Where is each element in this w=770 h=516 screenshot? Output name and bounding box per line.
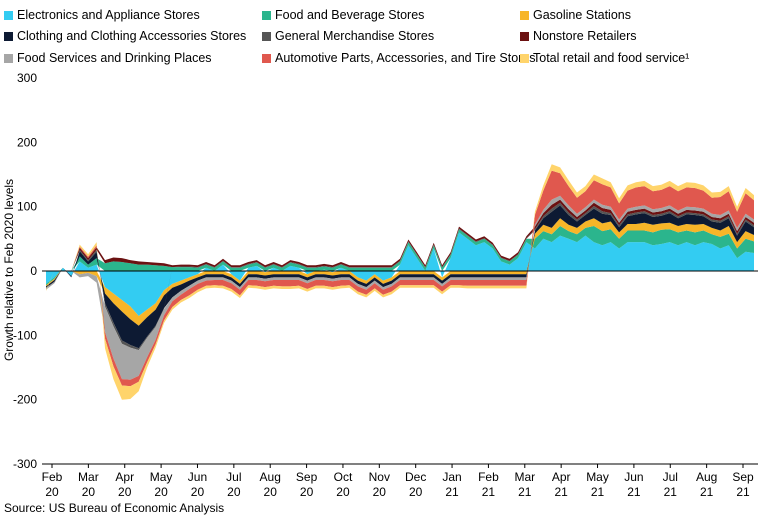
x-tick-year: 20 (191, 485, 205, 499)
x-tick-month: Mar (514, 470, 535, 484)
series-area (46, 199, 754, 271)
legend-item: Total retail and food service¹ (520, 51, 689, 65)
x-tick-month: Jun (624, 470, 643, 484)
x-tick-month: Dec (405, 470, 426, 484)
y-tick-label: 100 (17, 200, 37, 214)
legend-label: Gasoline Stations (533, 8, 631, 22)
x-tick-month: Apr (115, 470, 134, 484)
x-tick-month: Oct (334, 470, 353, 484)
series-area (46, 170, 754, 387)
series-area (46, 218, 754, 326)
x-tick-month: Apr (552, 470, 571, 484)
series-area (46, 232, 754, 316)
legend-swatch (262, 31, 271, 41)
x-tick-year: 20 (118, 485, 132, 499)
x-tick-year: 20 (336, 485, 350, 499)
x-tick-year: 21 (445, 485, 459, 499)
x-tick-month: Nov (369, 470, 390, 484)
x-tick-year: 21 (591, 485, 605, 499)
x-tick-month: Aug (696, 470, 717, 484)
y-axis-title: Growth relative to Feb 2020 levels (2, 179, 16, 361)
x-tick-year: 20 (227, 485, 241, 499)
legend-label: General Merchandise Stores (275, 29, 435, 43)
x-tick-year: 20 (154, 485, 168, 499)
legend-swatch (520, 53, 529, 63)
x-tick-year: 21 (700, 485, 714, 499)
source-note: Source: US Bureau of Economic Analysis (4, 501, 225, 515)
x-tick-year: 20 (373, 485, 387, 499)
legend-swatch (520, 10, 529, 20)
plot-areas (46, 164, 754, 400)
x-tick-year: 21 (518, 485, 532, 499)
legend-item: Gasoline Stations (520, 8, 631, 22)
x-tick-month: Jan (442, 470, 461, 484)
legend-label: Food and Beverage Stores (275, 8, 425, 22)
x-tick-year: 21 (664, 485, 678, 499)
x-tick-year: 20 (264, 485, 278, 499)
series-area (46, 226, 754, 286)
legend-item: Food Services and Drinking Places (4, 51, 212, 65)
legend-swatch (4, 10, 13, 20)
legend-label: Total retail and food service¹ (533, 51, 690, 65)
y-tick-label: -200 (13, 393, 37, 407)
x-tick-month: Feb (42, 470, 63, 484)
legend-label: Nonstore Retailers (533, 29, 637, 43)
legend-item: Clothing and Clothing Accessories Stores (4, 29, 246, 43)
x-tick-year: 21 (482, 485, 496, 499)
legend-swatch (262, 10, 271, 20)
legend-swatch (520, 31, 529, 41)
x-tick-month: Feb (478, 470, 499, 484)
x-axis: Feb20Mar20Apr20May20Jun20Jul20Aug20Sep20… (42, 463, 758, 499)
legend-swatch (4, 53, 13, 63)
x-tick-month: May (150, 470, 173, 484)
legend-label: Electronics and Appliance Stores (17, 8, 200, 22)
legend-label: Automotive Parts, Accessories, and Tire … (275, 51, 536, 65)
x-tick-year: 20 (82, 485, 96, 499)
legend-item: Nonstore Retailers (520, 29, 637, 43)
y-axis: -300 -200 -100 0 100 200 300 (13, 71, 37, 471)
x-tick-month: Sep (732, 470, 754, 484)
x-tick-year: 21 (627, 485, 641, 499)
x-tick-month: Aug (260, 470, 281, 484)
legend-item: Automotive Parts, Accessories, and Tire … (262, 51, 536, 65)
y-tick-label: 300 (17, 71, 37, 85)
x-tick-month: Mar (78, 470, 99, 484)
x-tick-month: Jul (226, 470, 241, 484)
legend-swatch (262, 53, 271, 63)
x-tick-year: 20 (300, 485, 314, 499)
legend-label: Clothing and Clothing Accessories Stores (17, 29, 247, 43)
x-tick-year: 20 (409, 485, 423, 499)
legend-item: Food and Beverage Stores (262, 8, 424, 22)
x-tick-month: Jul (663, 470, 678, 484)
y-tick-label: -300 (13, 457, 37, 471)
x-tick-year: 20 (45, 485, 59, 499)
series-area (46, 205, 754, 349)
legend-label: Food Services and Drinking Places (17, 51, 212, 65)
x-tick-year: 21 (554, 485, 568, 499)
legend-item: General Merchandise Stores (262, 29, 434, 43)
legend-item: Electronics and Appliance Stores (4, 8, 200, 22)
series-area (46, 164, 754, 400)
y-tick-label: 200 (17, 135, 37, 149)
y-tick-label: 0 (30, 264, 37, 278)
legend: Electronics and Appliance Stores Food and… (0, 0, 770, 70)
x-tick-month: Jun (188, 470, 207, 484)
x-tick-month: Sep (296, 470, 318, 484)
x-tick-month: May (586, 470, 609, 484)
x-tick-year: 21 (736, 485, 750, 499)
y-tick-label: -100 (13, 328, 37, 342)
legend-swatch (4, 31, 13, 41)
series-area (46, 195, 754, 380)
